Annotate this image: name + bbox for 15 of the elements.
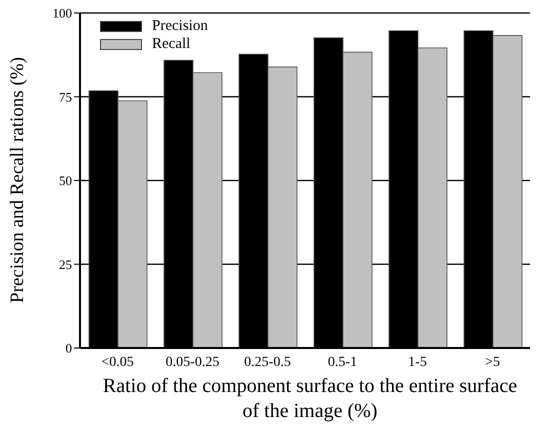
y-tick-label: 75 <box>59 89 72 104</box>
x-tick-label: <0.05 <box>101 354 134 370</box>
x-axis-title: Ratio of the component surface to the entire surface of the image (%) <box>102 374 518 424</box>
x-tick-label: 0.25-0.5 <box>244 354 291 370</box>
x-tick-label: >5 <box>485 354 500 370</box>
series-label: Precision <box>152 17 208 35</box>
y-tick-label: 50 <box>59 173 72 188</box>
y-tick-label: 25 <box>59 256 72 272</box>
y-tick-label: 100 <box>52 6 72 21</box>
x-tick-label: 1-5 <box>408 354 427 370</box>
x-tick-label: 0.5-1 <box>328 354 358 370</box>
y-axis-title: Precision and Recall rations (%) <box>6 56 29 305</box>
legend-label: Recall <box>152 35 190 53</box>
y-tick-label: 0 <box>66 340 72 356</box>
x-tick-label: 0.05-0.25 <box>166 354 220 370</box>
